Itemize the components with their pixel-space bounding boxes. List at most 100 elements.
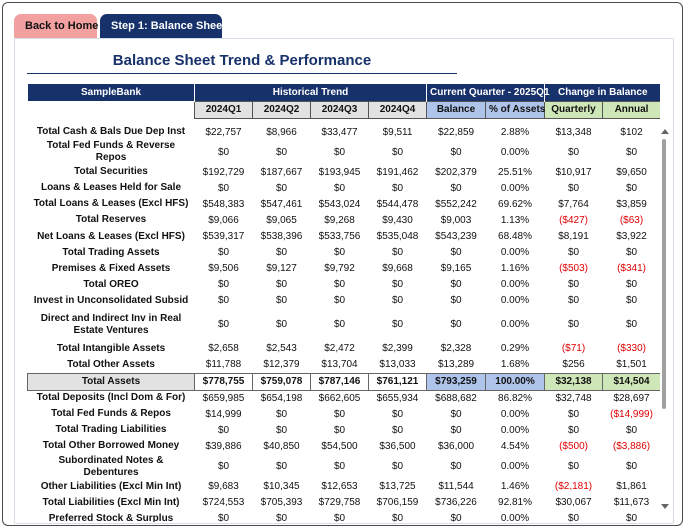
cell-2024q3: $0 [333,182,346,194]
cell-2024q2: $9,127 [266,263,297,275]
cell-quarterly: ($71) [561,343,586,355]
col-header-2024q3: 2024Q3 [310,100,369,119]
cell-2024q3: $729,758 [318,497,361,509]
cell-annual: $0 [625,513,638,522]
cell-2024q3: $12,653 [321,481,358,493]
row-label: Total Assets [27,372,195,391]
cell-annual: $0 [625,146,638,158]
cell-2024q1: $778,755 [194,372,253,391]
cell-2024q1: $9,683 [208,481,239,493]
cell-2024q2: $0 [275,408,288,420]
cell-2024q1: $9,506 [208,263,239,275]
scroll-down-arrow-icon[interactable] [661,504,669,509]
cell-2024q4: $9,668 [382,263,413,275]
cell-2024q1: $192,729 [202,166,245,178]
table-row: Total Fed Funds & Reverse Repos $0 $0 $0 $0 $… [28,140,661,164]
cell-quarterly: $8,191 [558,231,589,243]
row-label: Total Trading Assets [62,246,160,258]
cell-balance: $2,328 [440,343,472,355]
cell-2024q2: $12,379 [263,359,300,371]
tab-step1-balance-sheet[interactable]: Step 1: Balance Sheet [100,14,226,38]
cell-2024q2: $9,065 [266,214,297,226]
cell-balance: $543,239 [435,231,477,243]
cell-2024q3: $0 [333,513,346,522]
cell-2024q4: $0 [391,146,404,158]
cell-annual: $28,697 [613,392,650,404]
cell-2024q3: $662,605 [318,392,361,404]
cell-2024q1: $11,788 [205,359,242,371]
vertical-scrollbar[interactable] [660,129,670,509]
cell-balance: $688,682 [435,392,477,404]
cell-2024q1: $0 [217,461,230,472]
cell-quarterly: $0 [567,146,580,158]
cell-2024q4: $0 [391,182,404,194]
row-label: Total Fed Funds & Reverse Repos [46,140,176,164]
cell-annual: ($3,886) [612,440,651,452]
cell-2024q3: $13,704 [321,359,358,371]
back-to-home-tab[interactable]: Back to Home [14,14,98,38]
cell-balance: $9,003 [440,214,472,226]
cell-balance: $0 [450,424,462,436]
cell-annual: $3,922 [616,231,647,243]
cell-balance: $36,000 [437,440,475,452]
cell-pct-assets: 0.00% [500,513,530,522]
cell-annual: ($330) [617,343,646,355]
scrollbar-thumb[interactable] [662,139,666,409]
cell-2024q3: $2,472 [324,343,355,355]
total-assets-row: Total Assets $778,755 $759,078 $787,146 $761… [27,372,660,391]
change-in-balance-header: Change in Balance [544,84,660,101]
row-label: Total Reserves [75,214,147,226]
table-row: Total Reserves $9,066 $9,065 $9,268 $9,430 $9… [28,212,661,228]
cell-2024q2: $705,393 [260,497,303,509]
cell-2024q4: $655,934 [376,392,419,404]
table-scroll-area[interactable]: SampleBank Historical Trend Current Quar… [27,84,660,522]
cell-balance: $0 [450,408,462,420]
current-quarter-header: Current Quarter - 2025Q1 [426,84,550,101]
cell-quarterly: $32,748 [555,392,592,404]
cell-annual: $0 [625,279,638,291]
cell-2024q4: $0 [391,247,404,259]
row-label: Total Liabilities (Excl Min Int) [42,496,180,508]
row-label: Total OREO [83,278,139,290]
header-blank-cell [27,101,195,118]
cell-2024q1: $0 [217,513,230,522]
cell-2024q1: $0 [217,279,230,291]
cell-pct-assets: 1.68% [500,359,530,371]
cell-2024q2: $8,966 [266,126,297,138]
cell-2024q3: $0 [333,461,346,472]
table-row: Total Trading Liabilities $0 $0 $0 $0 $0 0.00%… [28,422,661,438]
cell-2024q3: $9,268 [324,214,355,226]
cell-2024q2: $547,461 [260,198,303,210]
cell-quarterly: ($500) [559,440,588,452]
cell-quarterly: $0 [567,424,580,436]
cell-2024q3: $0 [333,424,346,436]
cell-2024q2: $0 [275,247,288,259]
balance-sheet-table: SampleBank Historical Trend Current Quar… [27,84,660,522]
cell-quarterly: $32,138 [544,372,604,391]
cell-2024q3: $787,146 [310,372,369,391]
cell-quarterly: $0 [567,408,580,420]
cell-pct-assets: 4.54% [500,440,530,452]
cell-pct-assets: 86.82% [498,392,532,404]
cell-2024q3: $543,024 [318,198,361,210]
cell-pct-assets: 1.46% [500,481,530,493]
cell-2024q4: $9,511 [382,126,413,138]
cell-quarterly: $0 [567,513,580,522]
row-label: Other Liabilities (Excl Min Int) [40,480,182,492]
cell-2024q1: $0 [217,146,230,158]
col-header-quarterly: Quarterly [544,100,604,119]
table-row: Total Other Borrowed Money $39,886 $40,850… [28,438,661,454]
cell-2024q1: $22,757 [205,126,242,138]
cell-balance: $11,544 [438,481,474,493]
cell-2024q1: $659,985 [202,392,245,404]
cell-2024q2: $0 [275,182,288,194]
row-label: Total Other Borrowed Money [42,440,180,452]
cell-balance: $0 [450,146,462,158]
scroll-up-arrow-icon[interactable] [661,129,669,134]
cell-2024q2: $759,078 [252,372,311,391]
cell-2024q2: $0 [275,424,288,436]
table-row: Total Deposits (Incl Dom & For) $659,985 $… [28,390,661,406]
cell-balance: $13,289 [437,359,475,371]
cell-2024q1: $0 [217,247,230,259]
cell-2024q1: $0 [217,424,230,436]
